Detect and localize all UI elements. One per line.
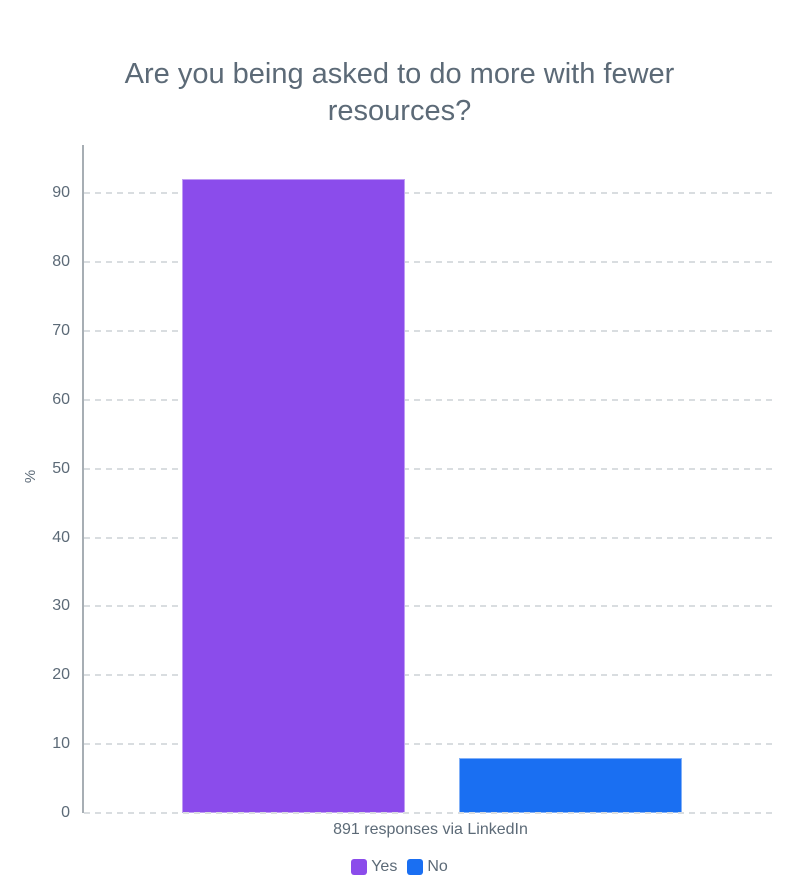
bars <box>84 145 777 813</box>
gridline-10 <box>84 743 777 746</box>
legend-item-no: No <box>407 858 448 876</box>
y-tick-0: 0 <box>61 804 70 821</box>
gridline-20 <box>84 674 777 677</box>
bar-yes <box>182 179 405 813</box>
y-tick-70: 70 <box>52 321 70 339</box>
legend: Yes No <box>0 858 799 876</box>
gridline-60 <box>84 398 777 401</box>
legend-swatch-no <box>407 859 424 875</box>
y-tick-30: 30 <box>52 597 70 615</box>
y-tick-40: 40 <box>52 528 70 546</box>
y-tick-60: 60 <box>52 390 70 408</box>
gridline-30 <box>84 605 777 608</box>
gridline-40 <box>84 536 777 539</box>
gridline-80 <box>84 261 777 264</box>
y-axis-line <box>82 145 84 813</box>
y-tick-90: 90 <box>52 184 70 202</box>
y-tick-80: 80 <box>52 253 70 271</box>
x-axis-label: 891 responses via LinkedIn <box>333 821 528 838</box>
y-tick-50: 50 <box>52 459 70 477</box>
y-tick-10: 10 <box>52 735 70 753</box>
gridline-50 <box>84 467 777 470</box>
plot-area: 0 10 20 30 40 50 60 70 80 90 <box>52 145 777 821</box>
legend-item-yes: Yes <box>351 858 397 876</box>
bar-no <box>459 757 682 813</box>
legend-label-yes: Yes <box>371 858 398 875</box>
gridline-90 <box>84 192 777 195</box>
legend-label-no: No <box>427 858 448 875</box>
chart-title: Are you being asked to do more with fewe… <box>124 58 675 127</box>
legend-swatch-yes <box>351 859 368 875</box>
gridlines: 0 10 20 30 40 50 60 70 80 90 <box>52 145 777 821</box>
y-tick-20: 20 <box>52 666 70 684</box>
gridline-0 <box>84 812 777 814</box>
gridline-70 <box>84 329 777 332</box>
